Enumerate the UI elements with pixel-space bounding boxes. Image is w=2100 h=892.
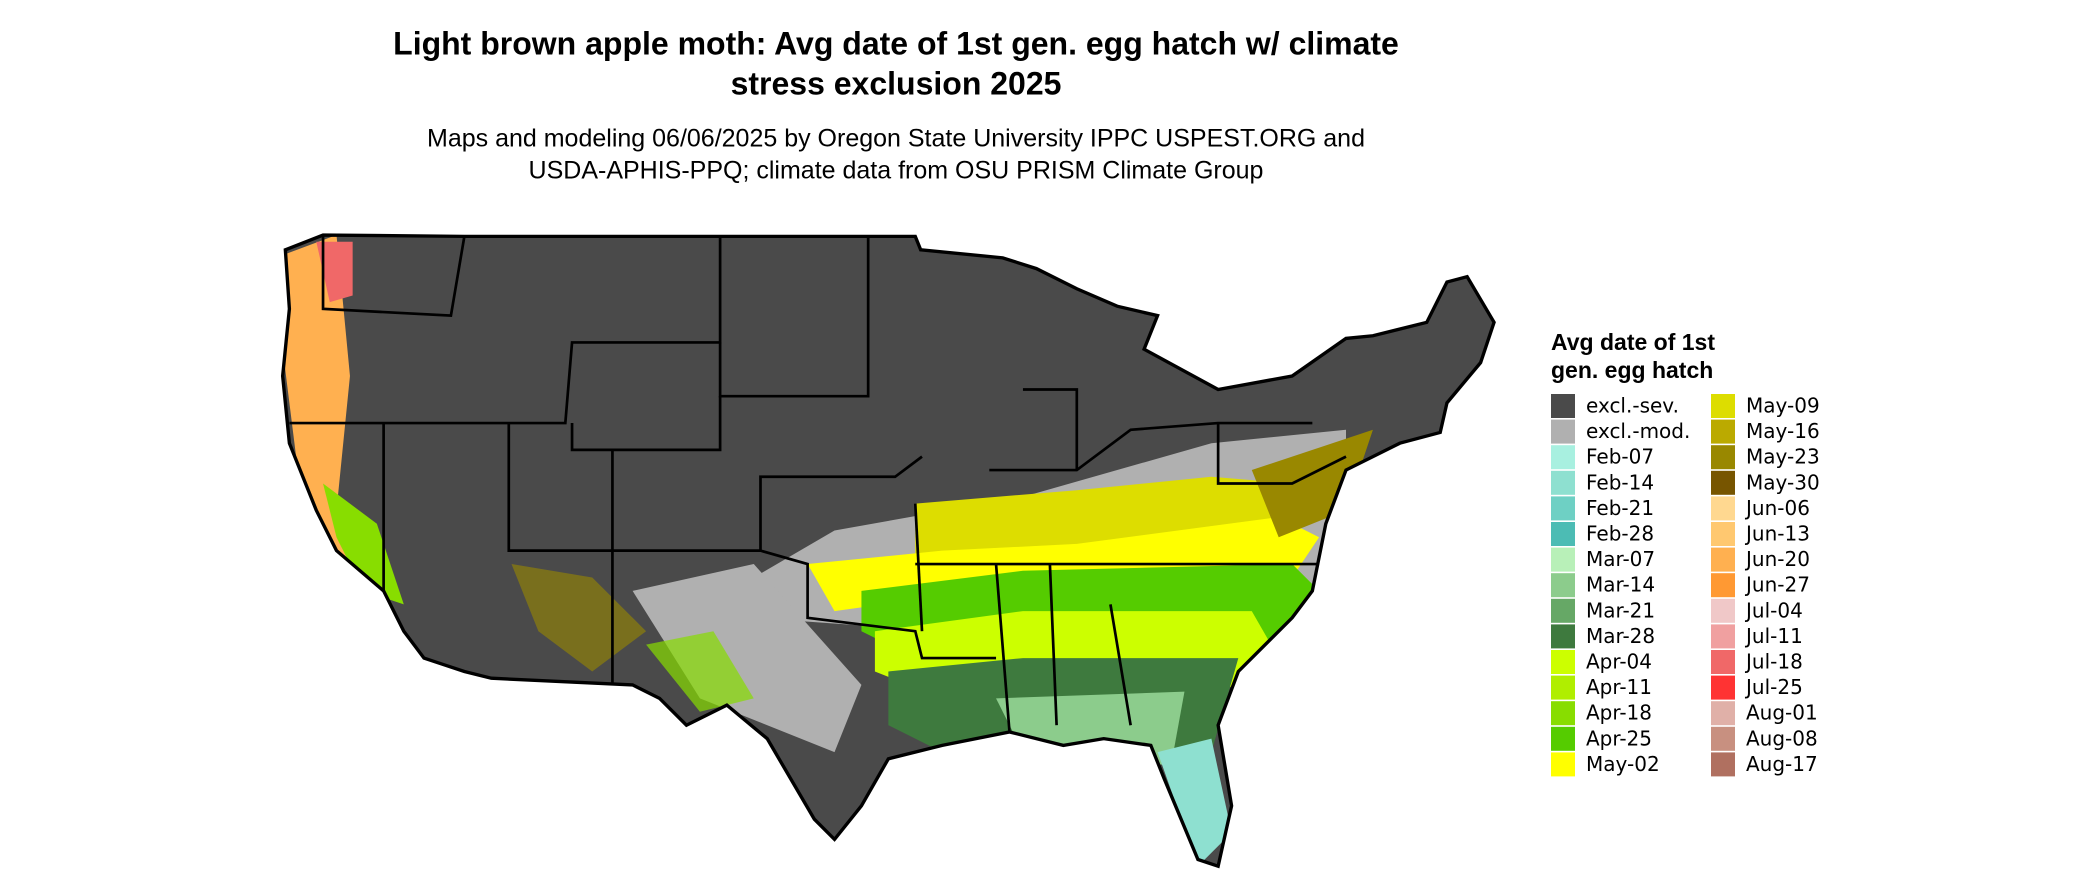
legend-label: Jun-20 [1744,547,1810,571]
legend-swatch [1551,701,1575,726]
legend-swatch [1711,547,1735,572]
legend-swatch [1711,726,1735,751]
legend-label: Jun-13 [1744,522,1810,546]
legend-label: May-30 [1746,470,1820,494]
legend-label: Jul-18 [1744,650,1803,674]
legend-label: Feb-14 [1586,470,1654,494]
legend-label: Mar-07 [1586,547,1655,571]
legend-label: Aug-17 [1746,752,1818,776]
legend-swatch [1551,470,1575,495]
legend-swatch [1551,752,1575,777]
legend-label: Aug-08 [1746,726,1818,750]
legend-label: Jul-04 [1744,598,1803,622]
legend-swatch [1551,496,1575,521]
legend-label: Apr-04 [1586,650,1652,674]
legend-swatch [1711,470,1735,495]
legend-label: Feb-28 [1586,522,1654,546]
legend-swatch [1551,419,1575,444]
title: stress exclusion 2025 [731,65,1062,101]
legend: excl.-sev.excl.-mod.Feb-07Feb-14Feb-21Fe… [1551,394,1820,777]
legend-swatch [1551,650,1575,674]
legend-swatch [1711,573,1735,598]
legend-swatch [1711,675,1735,700]
legend-label: Feb-21 [1586,496,1654,520]
legend-label: Mar-28 [1586,624,1655,648]
legend-title: Avg date of 1st [1551,329,1715,355]
legend-swatch [1551,573,1575,598]
legend-label: Jul-25 [1744,675,1803,699]
legend-label: Apr-11 [1586,675,1652,699]
legend-title: gen. egg hatch [1551,357,1713,383]
legend-label: excl.-mod. [1586,419,1690,443]
legend-label: Jun-06 [1744,496,1810,520]
subtitle: Maps and modeling 06/06/2025 by Oregon S… [427,125,1365,153]
legend-swatch [1551,624,1575,649]
legend-swatch [1551,445,1575,470]
legend-swatch [1711,701,1735,726]
legend-swatch [1711,752,1735,777]
legend-label: May-02 [1586,752,1660,776]
legend-swatch [1711,419,1735,444]
legend-swatch [1711,394,1735,418]
legend-label: Apr-25 [1586,726,1652,750]
legend-label: Feb-07 [1586,445,1654,469]
legend-swatch [1551,522,1575,546]
legend-swatch [1711,522,1735,546]
legend-label: excl.-sev. [1586,394,1679,418]
title: Light brown apple moth: Avg date of 1st … [393,25,1399,61]
legend-label: Aug-01 [1746,701,1818,725]
legend-swatch [1551,547,1575,572]
legend-swatch [1711,496,1735,521]
legend-label: Mar-14 [1586,573,1655,597]
legend-label: Jun-27 [1744,573,1810,597]
subtitle: USDA-APHIS-PPQ; climate data from OSU PR… [529,157,1264,185]
legend-label: Mar-21 [1586,598,1655,622]
legend-label: May-09 [1746,394,1820,418]
us-map [280,233,1496,869]
legend-swatch [1551,675,1575,700]
legend-swatch [1711,650,1735,674]
legend-swatch [1711,445,1735,470]
legend-swatch [1711,624,1735,649]
legend-label: May-16 [1746,419,1820,443]
legend-swatch [1551,598,1575,623]
legend-label: Apr-18 [1586,701,1652,725]
legend-label: Jul-11 [1744,624,1803,648]
state-borders [289,235,1347,733]
country-outline [280,233,1496,869]
legend-swatch [1711,598,1735,623]
legend-label: May-23 [1746,445,1820,469]
legend-swatch [1551,726,1575,751]
legend-swatch [1551,394,1575,418]
